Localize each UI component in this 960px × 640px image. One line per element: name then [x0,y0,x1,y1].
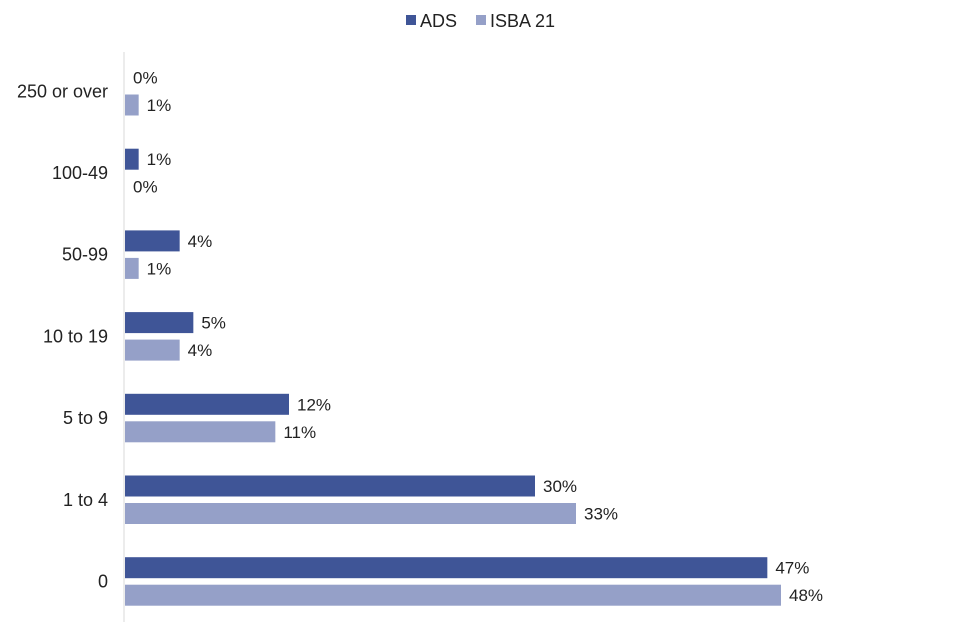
data-label: 4% [188,232,213,251]
data-label: 48% [789,586,823,605]
bar-ads [125,475,535,497]
data-label: 0% [133,69,158,88]
bar-ads [125,557,768,579]
bar-ads [125,393,289,415]
bar-isba-21 [125,94,139,116]
data-label: 5% [201,314,226,333]
data-labels: 0% 1% 1% 0% 4% 1% 5% 4% 12% 11% 30% 33% 47% 48% [133,69,823,606]
legend-label-ads: ADS [420,11,457,31]
category-label: 100-49 [52,163,108,183]
category-label: 0 [98,571,108,591]
category-label: 10 to 19 [43,326,108,346]
data-label: 0% [133,178,158,197]
category-label: 50-99 [62,245,108,265]
legend-swatch-isba-21 [476,15,486,25]
data-label: 12% [297,395,331,414]
bar-isba-21 [125,584,781,606]
category-label: 250 or over [17,81,108,101]
data-label: 11% [283,423,316,442]
legend-swatch-ads [406,15,416,25]
category-labels: 250 or over 100-49 50-99 10 to 19 5 to 9 1 to… [17,81,108,591]
bars [125,94,781,606]
data-label: 1% [147,259,172,278]
category-label: 5 to 9 [63,408,108,428]
data-label: 30% [543,477,577,496]
bar-isba-21 [125,257,139,279]
bar-isba-21 [125,503,576,524]
data-label: 47% [775,559,809,578]
data-label: 33% [584,505,618,524]
category-label: 1 to 4 [63,490,108,510]
bar-ads [125,148,139,170]
bar-ads [125,312,194,334]
legend-label-isba-21: ISBA 21 [490,11,555,31]
data-label: 1% [147,96,172,115]
data-label: 1% [147,150,172,169]
bar-ads [125,230,180,252]
data-label: 4% [188,341,213,360]
bar-isba-21 [125,421,276,443]
legend: ADS ISBA 21 [406,11,555,31]
bar-isba-21 [125,339,180,361]
